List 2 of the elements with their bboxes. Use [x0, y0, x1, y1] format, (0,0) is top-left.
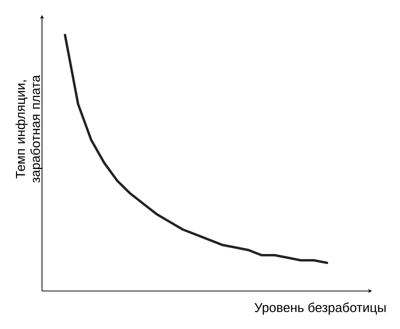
x-axis-title: Уровень безработицы: [254, 302, 386, 315]
y-axis-title: Темп инфляции, заработная плата: [16, 75, 43, 183]
